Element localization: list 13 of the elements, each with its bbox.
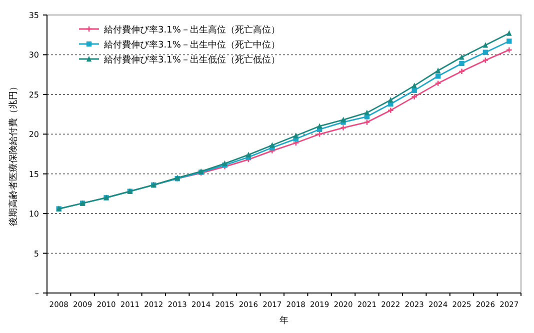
y-tick-label: 25 (28, 90, 39, 100)
y-tick-label: 35 (28, 11, 39, 20)
y-tick-label: 5 (34, 249, 39, 258)
y-tick-label: 20 (28, 130, 39, 140)
y-tick-label: 10 (28, 210, 39, 219)
x-axis-title: 年 (280, 315, 288, 326)
y-tick-label: 30 (28, 50, 39, 60)
legend-label: 給付費伸び率3.1%－出生低位（死亡低位） (103, 54, 280, 66)
legend-label: 給付費伸び率3.1%－出生高位（死亡高位） (103, 24, 280, 36)
legend-label: 給付費伸び率3.1%－出生中位（死亡中位） (103, 40, 280, 50)
y-tick-label: – (35, 289, 39, 298)
y-axis-title: 後期高齢者医療保険給付費（兆円） (8, 82, 19, 226)
y-tick-label: 15 (28, 170, 39, 179)
